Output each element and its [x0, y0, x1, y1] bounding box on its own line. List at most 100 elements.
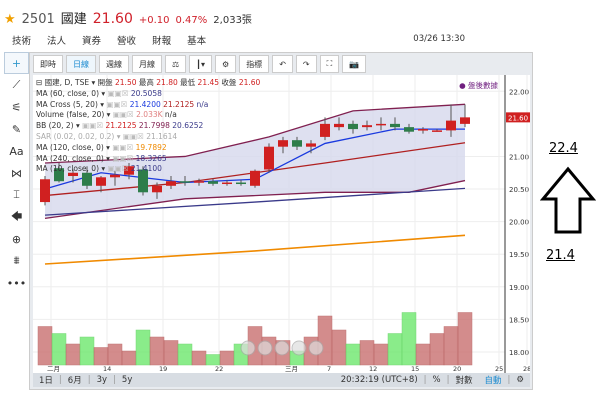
daily-button[interactable]: 日線: [66, 55, 96, 73]
candle-body: [432, 130, 442, 132]
chart-toolbar: 即時 日線 週線 月線 ⚖ ┃▾ ⚙ 指標 ↶ ↷ ⛶ 📷: [33, 55, 367, 73]
monthly-button[interactable]: 月線: [132, 55, 162, 73]
after-hours-text: 盤後數據: [468, 81, 498, 90]
log-toggle[interactable]: 對數: [455, 376, 473, 386]
settings-icon[interactable]: ⚙: [215, 55, 237, 73]
candle-body: [348, 123, 358, 130]
candle-body: [180, 181, 190, 183]
indicator-row[interactable]: MA (10, close, 0) ▾ ▣▣☒ 21.4100: [36, 164, 162, 174]
volume-bar: [79, 336, 95, 366]
redo-icon[interactable]: ↷: [295, 55, 317, 73]
indicator-icon[interactable]: ⩩: [13, 254, 20, 267]
candle-body: [82, 172, 92, 186]
x-tick-label: 22: [215, 365, 223, 373]
y-tick-label: 18.00: [509, 349, 529, 357]
indicator-value-2: n/a: [164, 110, 177, 120]
indicator-controls-icon[interactable]: ▣▣☒: [112, 153, 134, 163]
range-6m[interactable]: 6月: [67, 376, 82, 386]
tab-revenue[interactable]: 營收: [117, 36, 137, 47]
measure-icon[interactable]: ⌶: [13, 188, 20, 201]
candle-body: [152, 185, 162, 193]
fullscreen-icon[interactable]: ⛶: [319, 55, 340, 73]
x-tick-label: 28: [523, 365, 530, 373]
tab-basic[interactable]: 基本: [187, 36, 207, 47]
indicator-value: 19.7892: [135, 142, 167, 152]
weekly-button[interactable]: 週線: [99, 55, 129, 73]
indicator-label: MA (240, close, 0): [36, 153, 104, 163]
indicator-controls-icon[interactable]: ▣▣☒: [82, 121, 104, 131]
pattern-icon[interactable]: ⋈: [11, 166, 22, 180]
candle-body: [124, 166, 134, 175]
x-tick-label: 19: [159, 365, 167, 373]
after-hours-label[interactable]: ● 盤後數據: [459, 81, 498, 90]
compare-icon[interactable]: ⚖: [165, 55, 187, 73]
volume-bar: [93, 347, 109, 366]
intraday-button[interactable]: 即時: [33, 55, 63, 73]
price-chart[interactable]: 22.00 21.00 20.50 20.00 19.50 19.00 18.50 18.00…: [33, 75, 531, 373]
indicator-controls-icon[interactable]: ▣▣☒: [107, 164, 129, 174]
line-icon[interactable]: ⟋: [12, 78, 21, 91]
indicator-row[interactable]: SAR (0.02, 0.02, 0.2) ▾ ▣▣☒ 21.1614: [36, 131, 178, 141]
indicators-button[interactable]: 指標: [239, 55, 270, 73]
indicator-controls-icon[interactable]: ▣▣☒: [106, 99, 128, 109]
indicator-controls-icon[interactable]: ▣▣☒: [112, 110, 134, 120]
zoom-in-button[interactable]: [291, 340, 307, 356]
snapshot-icon[interactable]: 📷: [342, 55, 367, 73]
candle-body: [446, 120, 456, 131]
volume-bar: [191, 350, 207, 366]
pitchfork-icon[interactable]: ⚟: [11, 100, 22, 114]
indicator-row[interactable]: MA Cross (5, 20) ▾ ▣▣☒ 21.4200 21.2125 n…: [36, 99, 209, 109]
tab-bar: 技術 法人 資券 營收 財報 基本: [4, 30, 214, 54]
auto-toggle[interactable]: 自動: [484, 376, 502, 386]
legend-symbol-row: ⊟ 國建, D, TSE ▾ 開盤 21.50 最高 21.80 最低 21.4…: [36, 78, 261, 87]
x-tick-label: 二月: [47, 365, 60, 373]
tab-technical[interactable]: 技術: [4, 30, 40, 54]
tab-institutional[interactable]: 法人: [47, 36, 67, 47]
indicator-line: [44, 179, 466, 220]
range-3y[interactable]: 3y: [96, 375, 108, 385]
reset-button[interactable]: [274, 340, 290, 356]
tab-margin[interactable]: 資券: [82, 36, 102, 47]
y-tick-label: 20.00: [509, 219, 529, 227]
indicator-controls-icon[interactable]: ▣▣☒: [107, 88, 129, 98]
chart-plot[interactable]: 22.00 21.00 20.50 20.00 19.50 19.00 18.50 18.00…: [33, 75, 531, 373]
candle-body: [54, 168, 64, 182]
x-tick-label: 7: [327, 365, 331, 373]
volume-bar: [51, 333, 67, 366]
tab-financials[interactable]: 財報: [152, 36, 172, 47]
indicator-controls-icon[interactable]: ▣▣☒: [112, 142, 134, 152]
indicator-row[interactable]: BB (20, 2) ▾ ▣▣☒ 21.2125 21.7998 20.6252: [36, 121, 204, 131]
indicator-row[interactable]: MA (60, close, 0) ▾ ▣▣☒ 20.5058: [36, 88, 162, 98]
last-price-label: 21.60: [508, 114, 528, 122]
volume-bar: [149, 336, 165, 366]
scroll-right-button[interactable]: [308, 340, 324, 356]
volume-bar: [373, 343, 389, 366]
footer-gear-icon[interactable]: ⚙: [516, 375, 524, 385]
favorite-star-icon[interactable]: ★: [4, 12, 16, 27]
chart-footer: 1日 | 6月 | 3y | 5y 20:32:19 (UTC+8) | % | 對數 自…: [33, 373, 530, 387]
candle-body: [334, 123, 344, 128]
indicator-controls-icon[interactable]: ▣▣☒: [122, 131, 144, 141]
volume-bar: [359, 340, 375, 366]
drawing-toolbar: + ⟋ ⚟ ✎ Aa ⋈ ⌶ 🡄 ⊕ ⩩ •••: [4, 52, 30, 390]
brush-icon[interactable]: ✎: [11, 122, 22, 136]
text-icon[interactable]: Aa: [9, 144, 24, 158]
crosshair-icon[interactable]: +: [4, 52, 29, 74]
zoom-out-button[interactable]: [257, 340, 273, 356]
candle-type-icon[interactable]: ┃▾: [189, 55, 213, 73]
indicator-row[interactable]: Volume (false, 20) ▾ ▣▣☒ 2.033K n/a: [36, 110, 177, 120]
indicator-row[interactable]: MA (240, close, 0) ▾ ▣▣☒ 18.3265: [36, 153, 167, 163]
scroll-left-button[interactable]: [240, 340, 256, 356]
zoom-in-icon[interactable]: ⊕: [11, 232, 22, 246]
stock-name: 國建: [60, 12, 87, 27]
back-arrow-icon[interactable]: 🡄: [10, 209, 23, 223]
range-5y[interactable]: 5y: [121, 375, 133, 385]
candle-body: [362, 125, 372, 128]
indicator-row[interactable]: MA (120, close, 0) ▾ ▣▣☒ 19.7892: [36, 142, 167, 152]
more-icon[interactable]: •••: [6, 276, 27, 290]
undo-icon[interactable]: ↶: [272, 55, 293, 73]
indicator-value-2: 21.7998: [138, 121, 170, 131]
range-1d[interactable]: 1日: [39, 376, 53, 386]
percent-toggle[interactable]: %: [432, 375, 441, 385]
datetime: 03/26 13:30: [413, 34, 465, 44]
